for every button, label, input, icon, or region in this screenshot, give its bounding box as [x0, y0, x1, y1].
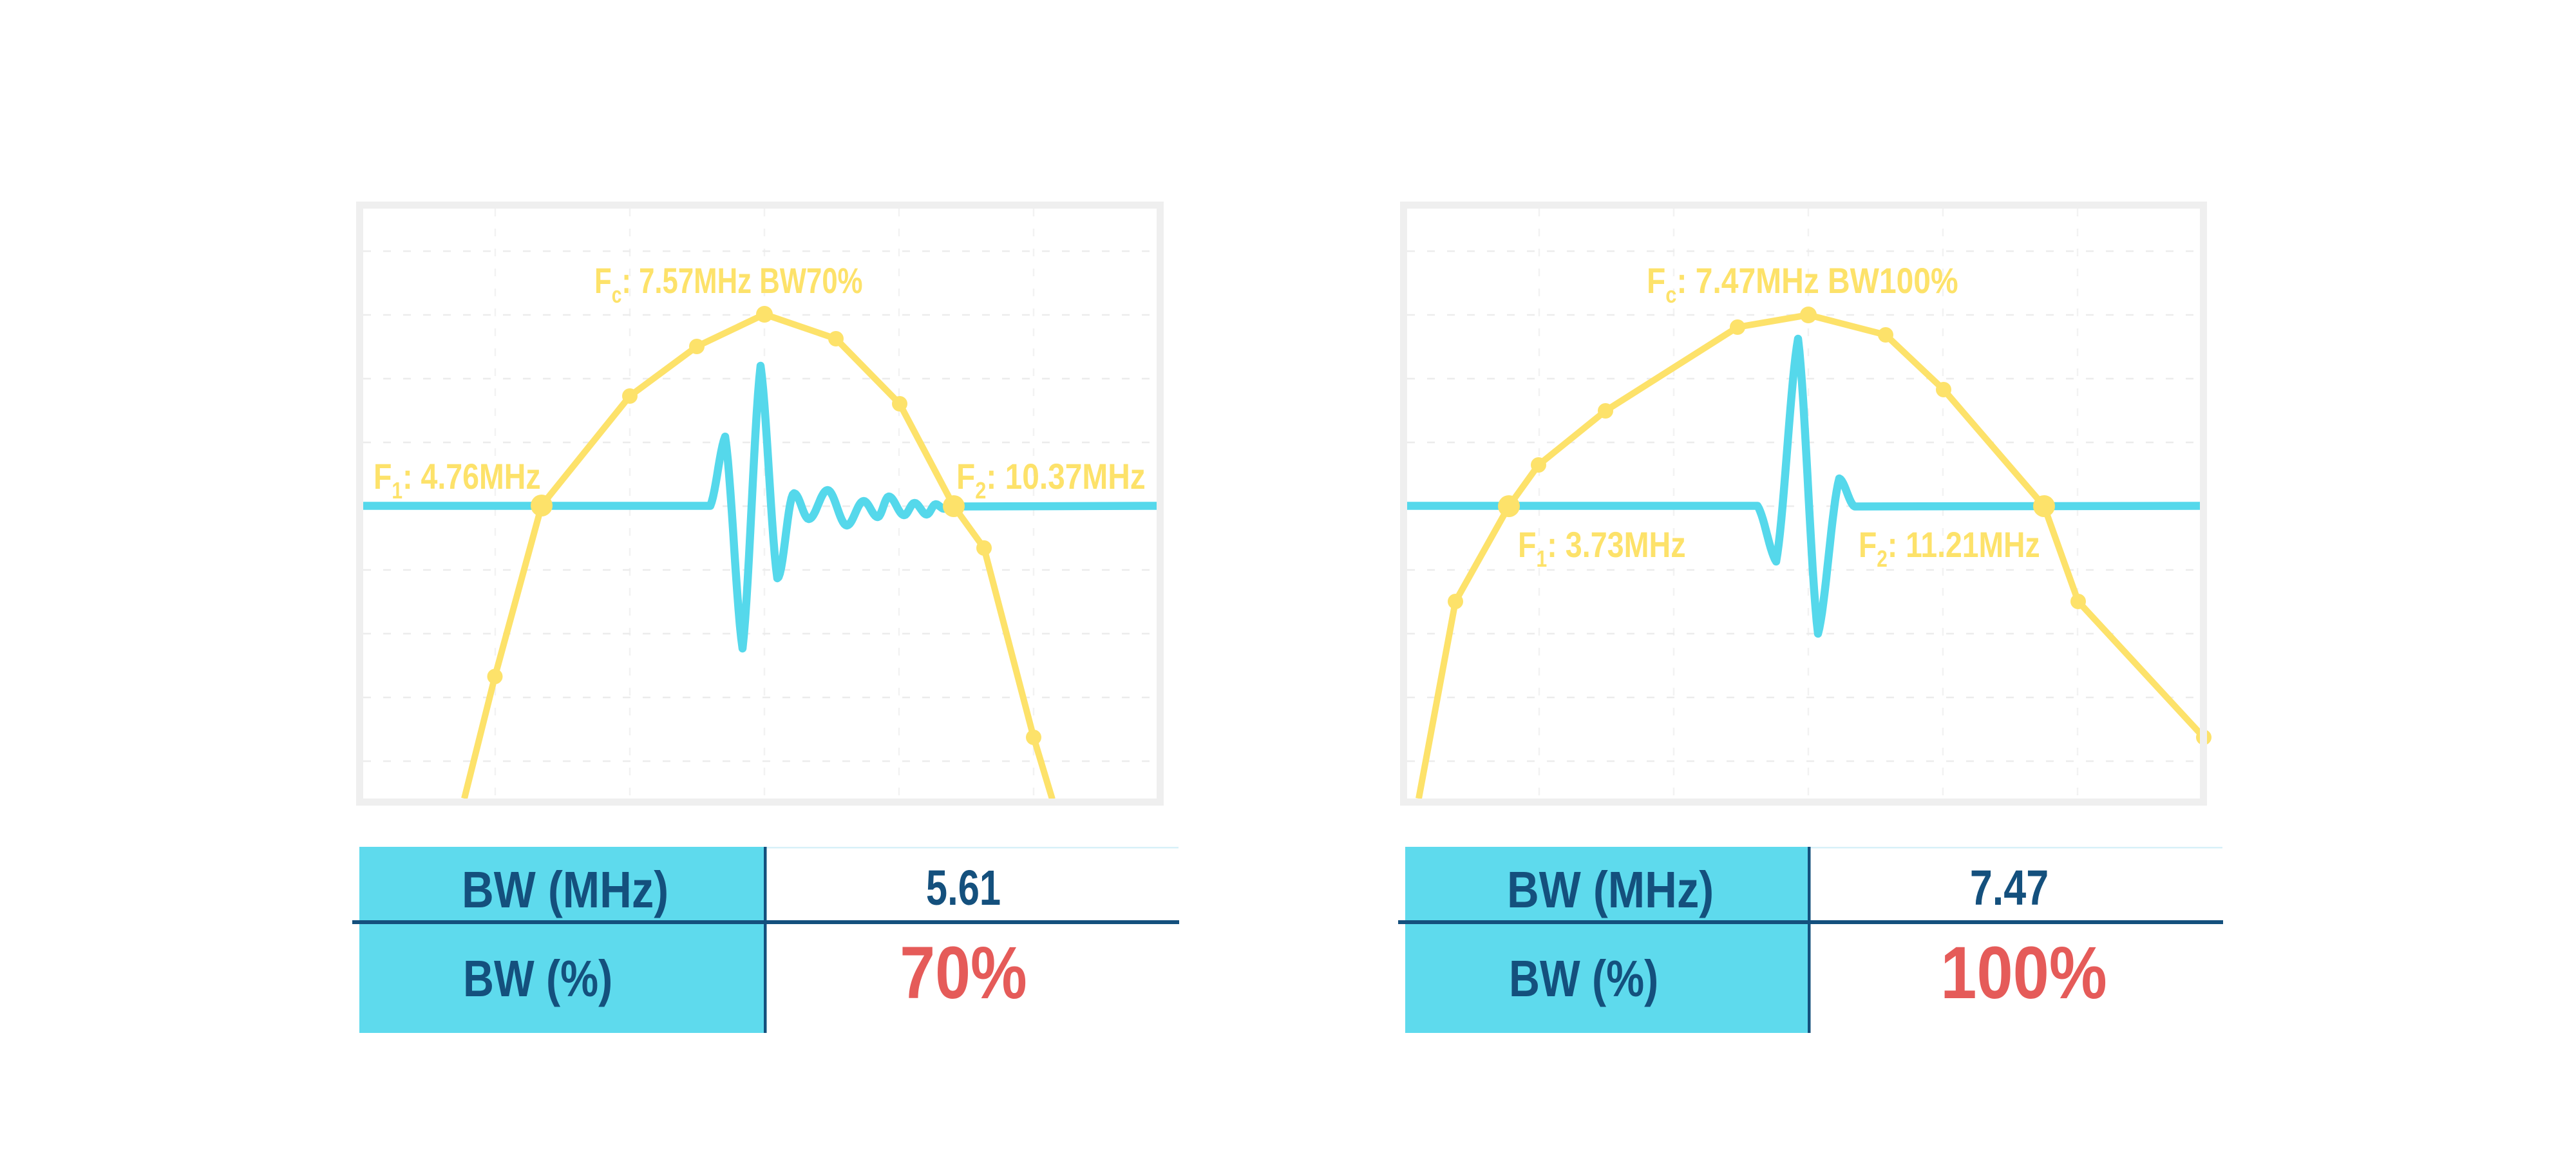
svg-text:Fc: 7.47MHz BW100%: Fc: 7.47MHz BW100% — [1647, 261, 1958, 308]
svg-text:70%: 70% — [900, 931, 1027, 1014]
svg-text:F2: 10.37MHz: F2: 10.37MHz — [956, 457, 1146, 504]
svg-text:Fc: 7.57MHz BW70%: Fc: 7.57MHz BW70% — [594, 261, 863, 308]
svg-text:100%: 100% — [1940, 931, 2107, 1014]
svg-text:BW (MHz): BW (MHz) — [462, 860, 668, 918]
svg-text:5.61: 5.61 — [926, 860, 1001, 916]
svg-text:BW (%): BW (%) — [463, 949, 612, 1007]
svg-text:BW (MHz): BW (MHz) — [1507, 860, 1714, 918]
svg-text:7.47: 7.47 — [1970, 860, 2049, 916]
svg-text:F2: 11.21MHz: F2: 11.21MHz — [1859, 524, 2040, 572]
svg-text:BW (%): BW (%) — [1509, 949, 1658, 1007]
